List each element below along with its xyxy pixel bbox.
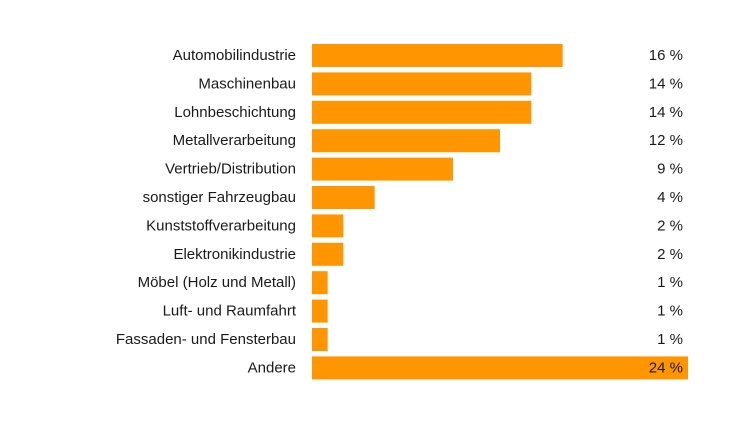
value-label: 24 % xyxy=(649,359,683,376)
category-label: Kunststoffverarbeitung xyxy=(146,217,296,234)
category-label: Elektronikindustrie xyxy=(173,246,296,263)
value-label: 1 % xyxy=(657,274,683,291)
bar xyxy=(312,299,328,323)
value-label: 2 % xyxy=(657,217,683,234)
category-labels-group: Automobilindustrie Maschinenbau Lohnbeschi… xyxy=(116,47,297,376)
bar xyxy=(312,72,532,96)
category-label: Automobilindustrie xyxy=(173,47,296,64)
category-label: Maschinenbau xyxy=(198,75,296,92)
category-label: Vertrieb/Distribution xyxy=(165,161,296,178)
bar xyxy=(312,44,563,67)
bar xyxy=(312,356,688,380)
bar xyxy=(312,328,328,351)
bars-group xyxy=(312,44,688,380)
bar xyxy=(312,100,532,124)
value-label: 9 % xyxy=(657,161,683,178)
value-label: 14 % xyxy=(649,75,683,92)
value-label: 1 % xyxy=(657,303,683,320)
value-labels-group: 16 % 14 % 14 % 12 % 9 % 4 % 2 % 2 % 1 % 1 % 1 % 24 … xyxy=(649,47,683,376)
category-label: Luft- und Raumfahrt xyxy=(163,303,297,320)
value-label: 1 % xyxy=(657,331,683,348)
value-label: 14 % xyxy=(649,104,683,121)
category-label: Möbel (Holz und Metall) xyxy=(138,274,296,291)
value-label: 12 % xyxy=(649,132,683,149)
value-label: 4 % xyxy=(657,189,683,206)
bar xyxy=(312,129,500,153)
category-label: Lohnbeschichtung xyxy=(174,104,296,121)
category-label: Fassaden- und Fensterbau xyxy=(116,331,296,348)
category-label: Andere xyxy=(248,359,296,376)
bar xyxy=(312,214,344,238)
bar xyxy=(312,242,344,266)
category-label: sonstiger Fahrzeugbau xyxy=(143,189,296,206)
bar xyxy=(312,157,453,181)
bar xyxy=(312,271,328,295)
value-label: 2 % xyxy=(657,246,683,263)
category-label: Metallverarbeitung xyxy=(173,132,296,149)
bar xyxy=(312,186,375,209)
value-label: 16 % xyxy=(649,47,683,64)
